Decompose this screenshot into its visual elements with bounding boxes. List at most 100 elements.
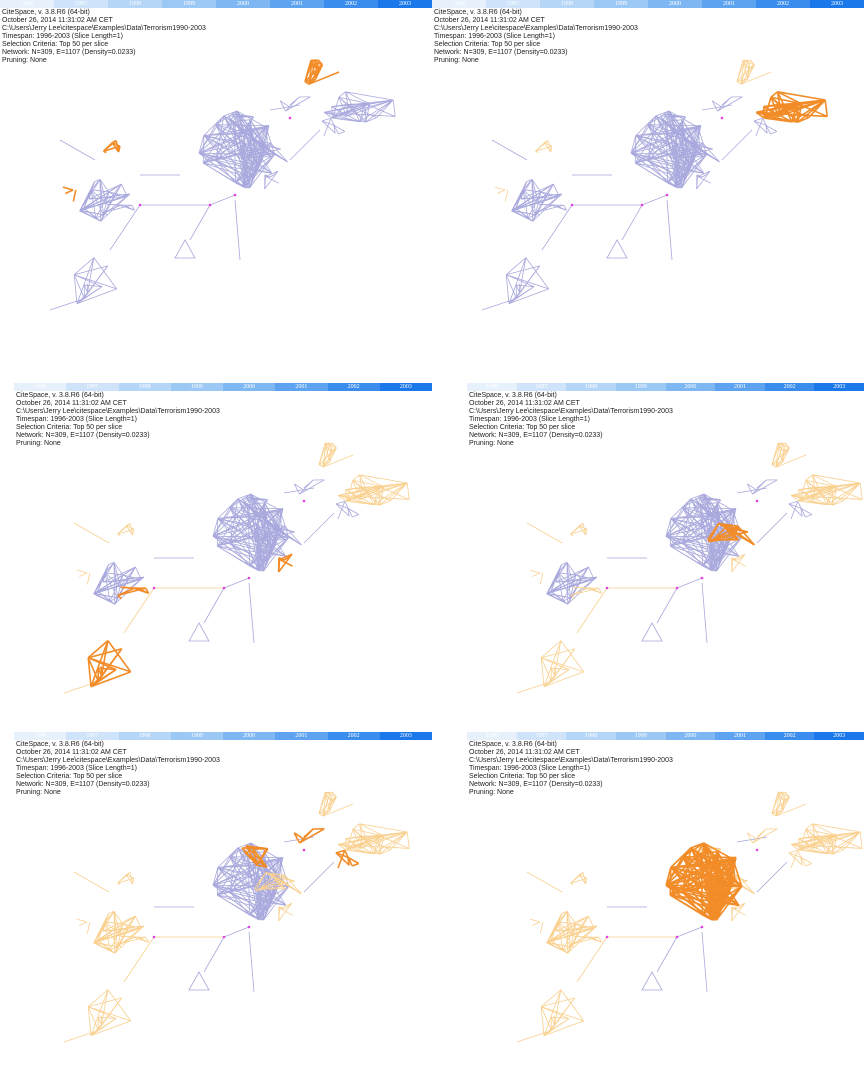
network-edge xyxy=(733,559,746,566)
network-node xyxy=(248,577,251,580)
cluster-F xyxy=(547,911,597,953)
cluster-I xyxy=(789,850,812,868)
cluster-I xyxy=(754,118,777,136)
network-edge xyxy=(380,832,407,854)
network-link xyxy=(527,523,562,543)
cluster-B xyxy=(338,475,409,505)
network-edge xyxy=(217,868,218,896)
citation-network xyxy=(467,732,864,1082)
network-edge xyxy=(77,570,87,573)
network-edge xyxy=(833,832,860,854)
network-edge xyxy=(380,501,391,505)
network-node xyxy=(676,587,679,590)
network-triangle xyxy=(642,972,662,990)
network-edge xyxy=(833,483,860,505)
citation-network xyxy=(14,383,432,733)
cluster-E xyxy=(666,843,742,920)
cluster-D xyxy=(77,919,90,933)
network-edge xyxy=(339,92,346,97)
network-edge xyxy=(91,1021,131,1036)
network-edge xyxy=(79,573,87,576)
cluster-G xyxy=(88,990,130,1036)
network-edge xyxy=(833,501,844,505)
network-edge xyxy=(311,60,312,62)
network-edge xyxy=(789,501,798,504)
network-node xyxy=(234,194,237,197)
network-edge xyxy=(77,289,117,304)
network-edge xyxy=(74,275,77,304)
network-edge xyxy=(660,116,684,117)
network-edge xyxy=(217,519,218,547)
network-link xyxy=(249,932,254,992)
network-edge xyxy=(555,641,561,676)
network-link xyxy=(210,195,235,205)
network-edge xyxy=(73,190,76,202)
network-edge xyxy=(535,151,538,152)
network-edge xyxy=(791,850,798,868)
network-link xyxy=(224,927,249,937)
network-edge xyxy=(216,160,236,183)
cluster-M xyxy=(280,97,310,111)
cluster-F xyxy=(80,179,130,221)
cluster-A xyxy=(737,60,771,84)
cluster-G xyxy=(541,990,583,1036)
network-link xyxy=(677,927,702,937)
network-link xyxy=(304,862,334,892)
network-edge xyxy=(789,850,798,853)
cluster-M xyxy=(747,480,777,494)
network-link xyxy=(50,300,80,310)
network-node xyxy=(289,117,292,120)
network-edge xyxy=(79,922,87,925)
network-edge xyxy=(345,501,353,517)
network-node xyxy=(571,204,574,207)
network-edge xyxy=(88,258,94,293)
cluster-G xyxy=(541,641,583,687)
network-edge xyxy=(779,104,780,112)
network-edge xyxy=(737,82,741,85)
network-edge xyxy=(799,839,800,850)
network-edge xyxy=(753,829,778,843)
network-triangle xyxy=(607,240,627,258)
network-edge xyxy=(791,501,798,519)
network-link xyxy=(722,130,752,160)
network-edge xyxy=(648,160,668,183)
network-edge xyxy=(540,922,543,934)
network-edge xyxy=(87,922,90,934)
network-edge xyxy=(520,258,526,293)
cluster-A xyxy=(772,792,806,816)
network-edge xyxy=(336,501,345,504)
cluster-C xyxy=(117,524,133,536)
network-edge xyxy=(772,465,776,468)
network-edge xyxy=(670,519,671,547)
network-edge xyxy=(506,275,509,304)
network-edge xyxy=(407,832,409,848)
network-edge xyxy=(324,118,331,136)
network-link xyxy=(657,588,677,623)
network-edge xyxy=(532,922,540,925)
network-edge xyxy=(286,97,311,111)
network-edge xyxy=(98,1019,116,1030)
network-edge xyxy=(332,107,333,118)
network-edge xyxy=(266,176,279,183)
network-edge xyxy=(319,465,323,468)
cluster-M xyxy=(712,97,742,111)
network-edge xyxy=(117,883,120,884)
network-edge xyxy=(359,824,407,832)
network-node xyxy=(756,849,759,852)
network-edge xyxy=(322,118,331,121)
network-link xyxy=(702,932,707,992)
cluster-I xyxy=(336,850,359,868)
cluster-M xyxy=(747,829,777,843)
network-edge xyxy=(353,475,360,480)
network-edge xyxy=(331,118,339,134)
network-triangle xyxy=(175,240,195,258)
cluster-I xyxy=(322,118,345,136)
network-link xyxy=(622,205,642,240)
network-edge xyxy=(551,1019,569,1030)
network-edge xyxy=(812,824,860,832)
network-edge xyxy=(541,658,544,687)
network-link xyxy=(124,588,154,633)
